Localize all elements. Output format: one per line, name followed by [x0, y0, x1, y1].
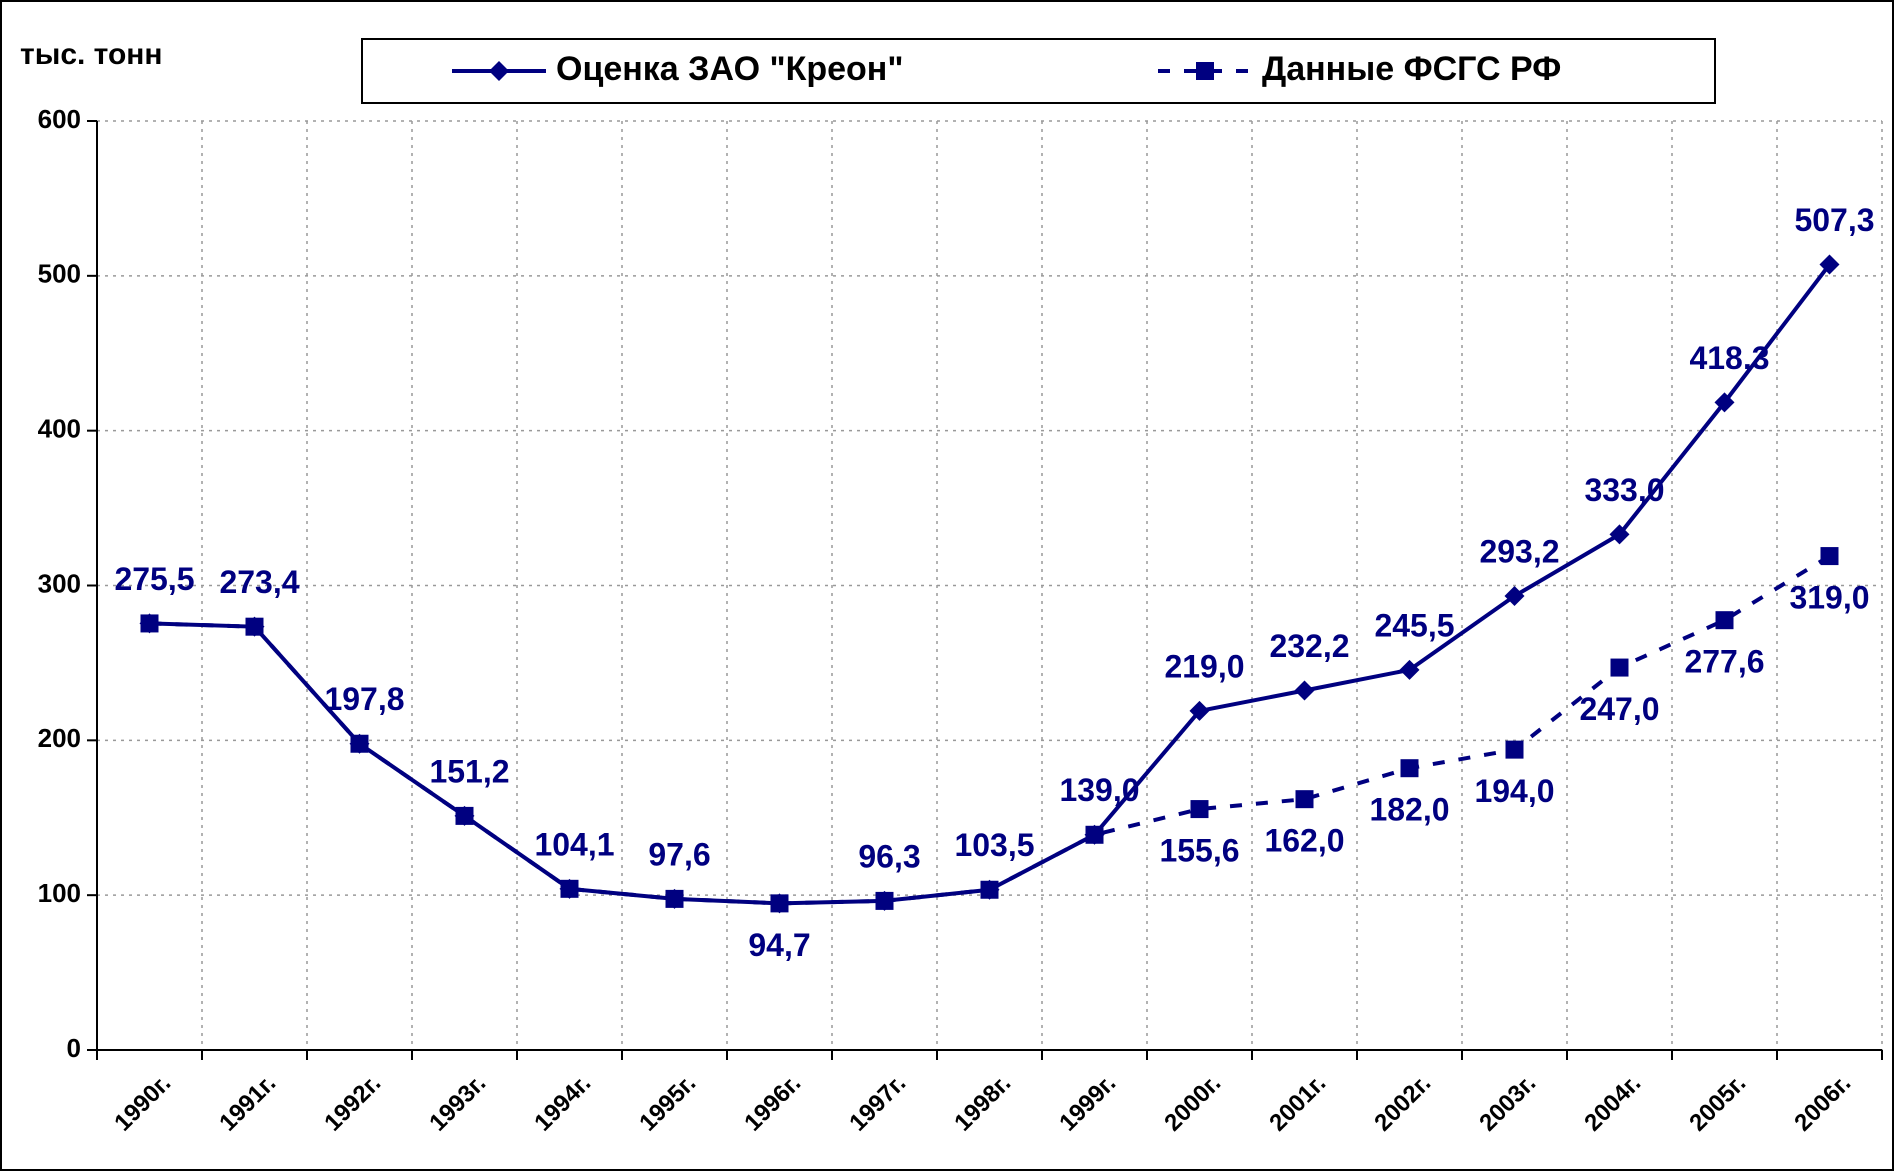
data-label: 97,6 [648, 836, 710, 872]
point [664, 888, 685, 909]
y-tick-label: 100 [38, 878, 81, 908]
legend-marker [1196, 62, 1214, 80]
data-label: 277,6 [1684, 644, 1764, 680]
point [1400, 759, 1419, 778]
y-tick-label: 300 [38, 568, 81, 598]
point [349, 733, 370, 754]
data-label: 319,0 [1789, 580, 1869, 616]
point [1504, 586, 1525, 607]
data-label: 162,0 [1264, 823, 1344, 859]
data-label: 104,1 [534, 826, 614, 862]
point [1715, 611, 1734, 630]
point [1295, 790, 1314, 809]
point [1819, 254, 1840, 275]
data-label: 507,3 [1794, 202, 1874, 238]
data-label: 182,0 [1369, 792, 1449, 828]
data-label: 232,2 [1269, 628, 1349, 664]
point [979, 879, 1000, 900]
data-label: 418,3 [1689, 340, 1769, 376]
point [1190, 800, 1209, 819]
data-label: 275,5 [114, 561, 194, 597]
point [1609, 524, 1630, 545]
legend-marker [489, 61, 509, 81]
point [1294, 680, 1315, 701]
y-axis-label: тыс. тонн [20, 38, 163, 71]
point [1505, 740, 1524, 759]
data-label: 293,2 [1479, 533, 1559, 569]
data-label: 194,0 [1474, 773, 1554, 809]
data-label: 155,6 [1159, 833, 1239, 869]
point [1084, 824, 1105, 845]
point [1820, 547, 1839, 566]
data-label: 94,7 [748, 927, 810, 963]
point [244, 616, 265, 637]
point [559, 878, 580, 899]
data-label: 247,0 [1579, 691, 1659, 727]
y-tick-label: 600 [38, 104, 81, 134]
y-tick-label: 0 [67, 1033, 81, 1063]
point [1714, 392, 1735, 413]
data-label: 245,5 [1374, 607, 1454, 643]
data-label: 197,8 [324, 681, 404, 717]
data-label: 96,3 [858, 838, 920, 874]
data-label: 333,0 [1584, 472, 1664, 508]
y-tick-label: 500 [38, 259, 81, 289]
point [1610, 658, 1629, 677]
data-label: 103,5 [954, 827, 1034, 863]
point [1189, 700, 1210, 721]
point [874, 890, 895, 911]
point [139, 613, 160, 634]
data-label: 219,0 [1164, 648, 1244, 684]
data-label: 151,2 [429, 753, 509, 789]
point [769, 893, 790, 914]
legend [361, 38, 1716, 104]
data-label: 139,0 [1059, 772, 1139, 808]
point [454, 805, 475, 826]
data-label: 273,4 [219, 564, 299, 600]
y-tick-label: 400 [38, 414, 81, 444]
point [1399, 659, 1420, 680]
legend-label: Данные ФСГС РФ [1262, 50, 1561, 88]
y-tick-label: 200 [38, 723, 81, 753]
legend-label: Оценка ЗАО "Креон" [556, 50, 903, 88]
